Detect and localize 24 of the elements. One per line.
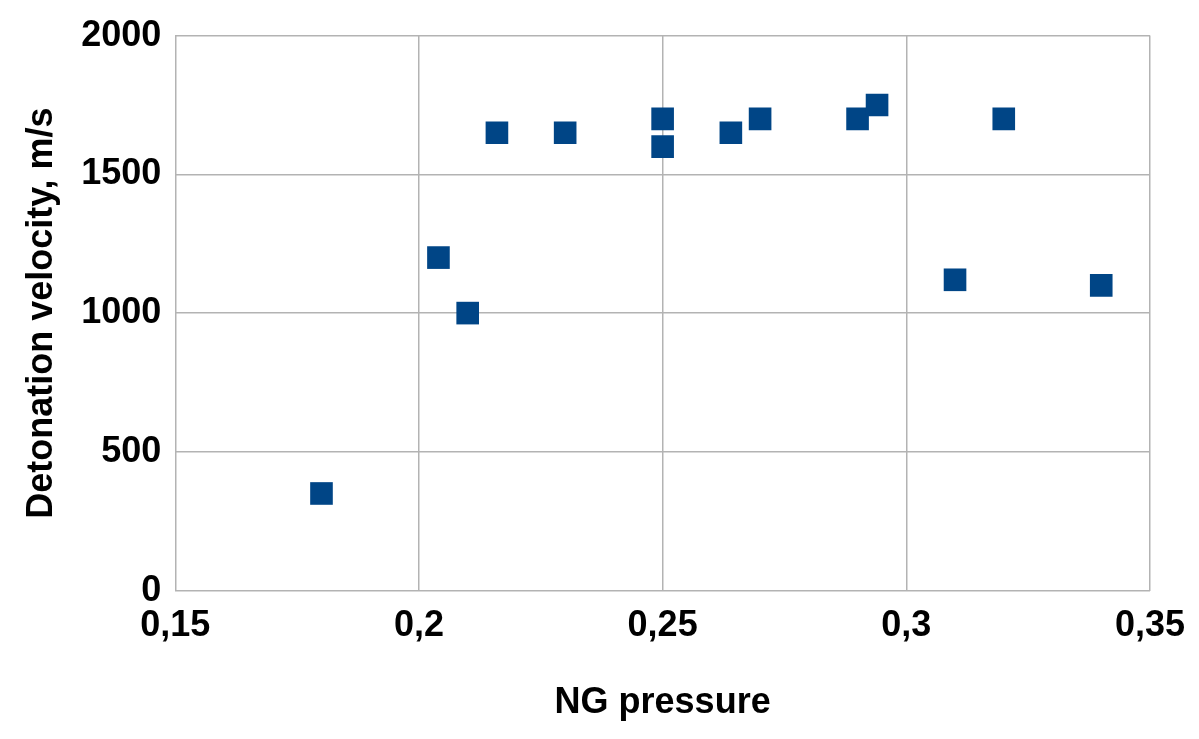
x-tick-label: 0,35 <box>1114 603 1186 645</box>
point <box>865 93 889 117</box>
y-tick-label: 1000 <box>81 290 162 332</box>
point <box>943 268 967 292</box>
x-axis-title: NG pressure <box>554 680 771 722</box>
y-tick-label: 2000 <box>81 12 162 54</box>
x-tick-label: 0,3 <box>881 603 932 645</box>
point <box>846 107 869 131</box>
x-tick-label: 0,2 <box>393 603 444 645</box>
point <box>748 107 772 131</box>
point <box>553 121 577 145</box>
point <box>719 121 743 145</box>
point <box>651 107 674 131</box>
point <box>310 482 333 505</box>
y-tick-label: 500 <box>101 428 162 470</box>
point <box>427 246 450 269</box>
point <box>651 135 674 158</box>
y-axis-title: Detonation velocity, m/s <box>18 107 60 519</box>
point <box>456 301 479 325</box>
point <box>992 107 1016 131</box>
y-tick-label: 1500 <box>81 151 162 193</box>
point <box>485 121 509 145</box>
point <box>1089 274 1113 297</box>
x-tick-label: 0,25 <box>627 603 698 645</box>
